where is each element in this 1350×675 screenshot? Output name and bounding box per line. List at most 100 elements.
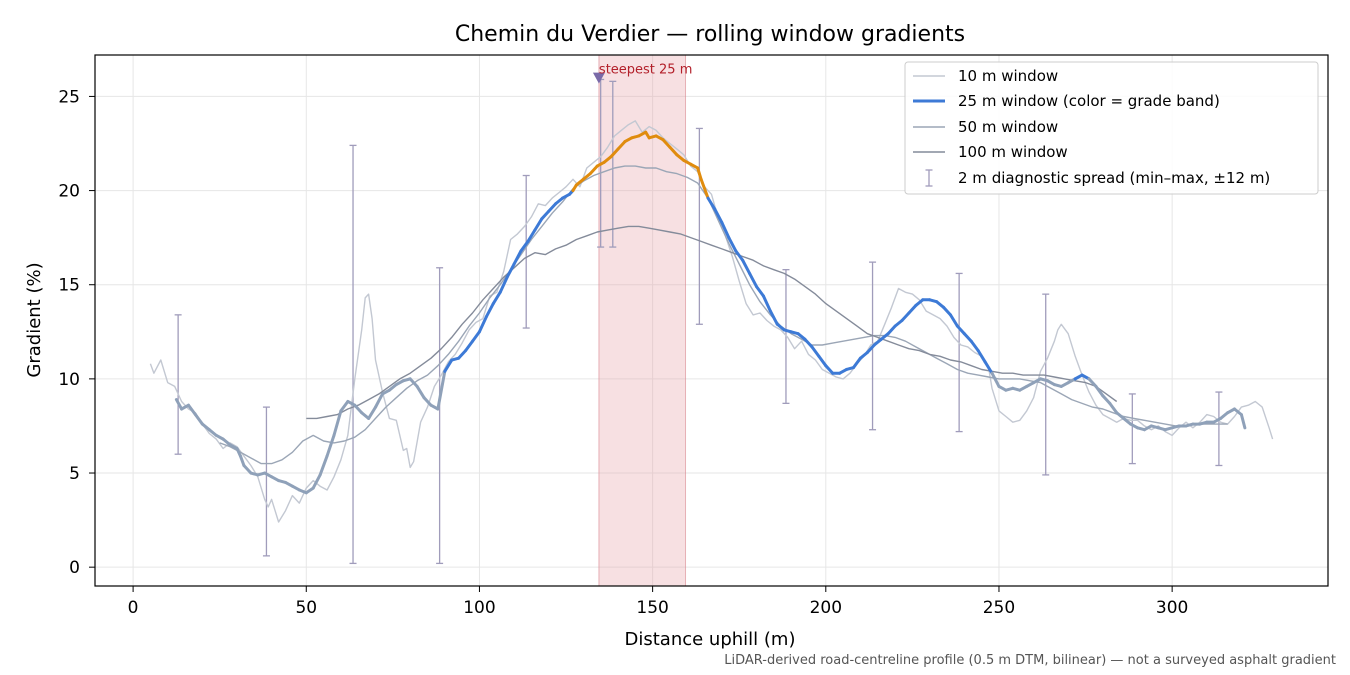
series-25m-segment	[865, 343, 876, 355]
series-25m-segment	[526, 228, 537, 243]
series-25m-segment	[668, 145, 679, 157]
series-25m-segment	[696, 166, 703, 181]
chart-title: Chemin du Verdier — rolling window gradi…	[455, 22, 965, 47]
error-bar	[955, 272, 963, 433]
y-axis-label: Gradient (%)	[24, 262, 45, 377]
error-bar	[1215, 391, 1223, 467]
series-25m-segment	[983, 360, 994, 375]
y-tick-label: 20	[58, 182, 80, 202]
series-25m-segment	[464, 339, 475, 353]
series-25m-segment	[484, 302, 495, 319]
series-25m-segment	[415, 384, 426, 400]
series-line-3	[306, 225, 1118, 420]
series-25m-segment	[318, 454, 329, 477]
y-tick-label: 10	[58, 370, 80, 390]
series-25m-segment	[699, 177, 710, 200]
series-25m-segment	[661, 138, 672, 149]
series-25m-segment	[713, 207, 724, 225]
series-25m-segment	[706, 196, 717, 211]
x-tick-label: 300	[1156, 598, 1188, 618]
series-25m-segment	[824, 364, 835, 375]
series-lines	[149, 120, 1274, 523]
series-25m-segment	[727, 236, 738, 253]
legend-swatch-errorbar	[925, 169, 933, 187]
x-tick-label: 150	[636, 598, 668, 618]
error-bar	[1042, 293, 1050, 476]
series-25m-segment	[174, 398, 184, 411]
series-25m-segment	[498, 275, 509, 294]
series-25m-segment	[477, 315, 488, 334]
series-25m-segment	[810, 345, 821, 358]
series-25m-segment	[457, 349, 468, 360]
series-25m-segment	[755, 285, 765, 298]
legend-label-errorbar: 2 m diagnostic spread (min–max, ±12 m)	[958, 169, 1270, 187]
x-tick-label: 200	[810, 598, 842, 618]
error-bar	[522, 174, 530, 329]
series-25m-segment	[422, 396, 433, 407]
series-25m-segment	[367, 405, 378, 420]
series-25m-segment	[1087, 377, 1098, 388]
series-25m-segment	[900, 311, 911, 322]
series-25m-segment	[339, 399, 350, 413]
series-25m-segment	[533, 217, 544, 232]
legend-label-25m: 25 m window (color = grade band)	[958, 92, 1220, 110]
x-tick-label: 100	[463, 598, 495, 618]
series-25m-segment	[741, 258, 752, 275]
series-25m-segment	[374, 392, 384, 409]
footnote: LiDAR-derived road-centreline profile (0…	[724, 653, 1336, 668]
series-25m-segment	[1094, 384, 1105, 398]
series-25m-segment	[852, 356, 862, 370]
legend: 10 m window 25 m window (color = grade b…	[904, 61, 1319, 195]
series-25m-segment	[408, 377, 419, 388]
series-25m-segment	[907, 303, 918, 315]
series-25m-segment	[325, 433, 336, 458]
series-25m-segment	[519, 239, 530, 253]
error-bar	[609, 80, 617, 248]
y-tick-label: 0	[69, 558, 80, 578]
series-25m-segment	[436, 369, 447, 411]
steepest-marker-group: steepest 25 m	[592, 63, 692, 84]
series-25m-segment	[976, 349, 987, 364]
series-25m-segment	[588, 164, 599, 176]
series-25m-segment	[512, 249, 523, 266]
series-25m-segment	[948, 313, 959, 328]
series-25m-segment	[491, 290, 502, 306]
legend-label-10m: 10 m window	[958, 67, 1058, 85]
x-tick-label: 50	[295, 598, 317, 618]
series-25m-segment	[193, 413, 204, 426]
series-25m-segment	[1239, 413, 1247, 430]
legend-label-100m: 100 m window	[958, 143, 1068, 161]
steepest-marker	[592, 72, 605, 84]
series-25m-segment	[187, 403, 197, 417]
series-25m-segment	[242, 463, 253, 475]
plot-frame	[94, 54, 1329, 587]
y-tick-label: 15	[58, 276, 80, 296]
series-25m-segment	[748, 271, 759, 289]
series-25m-segment	[609, 147, 620, 159]
series-25m-segment	[969, 339, 980, 353]
series-25m-segment	[1101, 394, 1112, 405]
series-25m-segment	[990, 371, 1001, 388]
error-bar	[695, 127, 703, 325]
series-25m-segment	[734, 249, 745, 262]
y-axis-ticks: 0 5 10 15 20 25	[58, 87, 95, 578]
error-bar	[174, 314, 182, 455]
series-25m-segment	[1108, 401, 1119, 415]
x-axis-label: Distance uphill (m)	[625, 629, 796, 650]
steepest-annotation: steepest 25 m	[599, 63, 692, 78]
y-tick-label: 5	[69, 464, 80, 484]
error-bar	[262, 406, 270, 557]
legend-box	[904, 61, 1319, 195]
series-25m-segment	[942, 305, 952, 317]
series-25m-segment	[962, 332, 973, 343]
series-line-2	[219, 165, 1228, 465]
error-bar	[349, 144, 357, 565]
error-bar	[436, 267, 444, 565]
series-25m-segment	[955, 324, 966, 336]
series-25m-segment	[471, 330, 481, 343]
series-25m-segment	[817, 354, 828, 368]
series-25m-segment	[311, 473, 322, 490]
error-bar	[1128, 393, 1136, 465]
series-25m-segment	[353, 403, 364, 415]
